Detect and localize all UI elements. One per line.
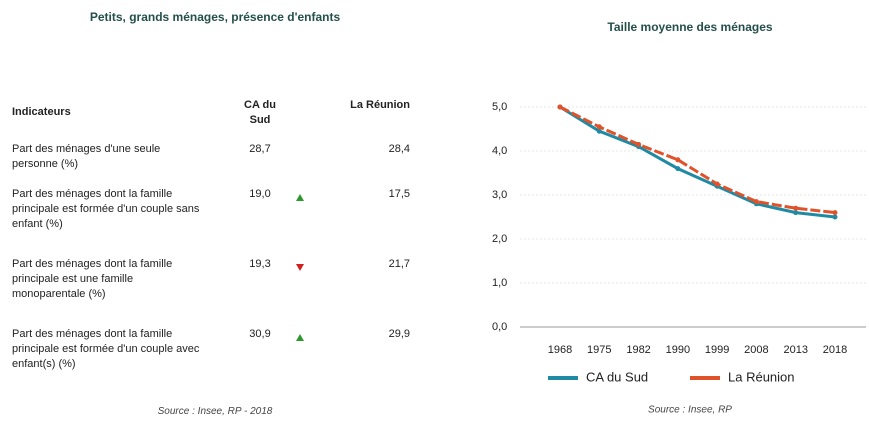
x-tick-label: 2008 [744, 344, 768, 356]
up-arrow [296, 334, 304, 341]
row-value: 19,0 [249, 188, 271, 200]
point [832, 210, 838, 216]
y-tick-label: 3,0 [492, 189, 507, 201]
row-value: 19,3 [249, 258, 271, 270]
row-value: 17,5 [388, 188, 410, 200]
point [636, 141, 642, 147]
point [714, 181, 720, 187]
point [596, 128, 602, 134]
series-line [559, 105, 836, 219]
x-tick-label: 1975 [587, 344, 611, 356]
x-tick-label: 1982 [626, 344, 650, 356]
x-tick-label: 2018 [823, 344, 847, 356]
row-value: 28,7 [249, 143, 271, 155]
row-value: 29,9 [388, 328, 410, 340]
down-arrow [296, 264, 304, 271]
y-tick-label: 2,0 [492, 233, 507, 245]
x-tick-label: 1968 [548, 344, 572, 356]
header-cell: Indicateurs [12, 106, 71, 118]
table-title: Petits, grands ménages, présence d'enfan… [89, 10, 341, 24]
legend-label: CA du Sud [586, 369, 648, 384]
series-line [559, 105, 836, 215]
chart-title: Taille moyenne des ménages [607, 20, 773, 34]
y-tick-label: 5,0 [492, 101, 507, 113]
point [675, 157, 681, 163]
x-tick-label: 1999 [705, 344, 729, 356]
chart-source: Source : Insee, RP [648, 405, 732, 416]
x-tick-label: 1990 [666, 344, 690, 356]
x-tick-label: 2013 [783, 344, 807, 356]
y-tick-label: 1,0 [492, 277, 507, 289]
table-source: Source : Insee, RP - 2018 [157, 406, 273, 417]
point [557, 104, 563, 110]
row-value: 30,9 [249, 328, 271, 340]
row-value: 21,7 [388, 258, 410, 270]
legend-label: La Réunion [728, 369, 795, 384]
y-tick-label: 4,0 [492, 145, 507, 157]
point [596, 124, 602, 130]
point [793, 210, 799, 216]
up-arrow [296, 194, 304, 201]
row-label: Part des ménages dont la famille princip… [12, 328, 200, 370]
row-value: 28,4 [388, 143, 410, 155]
row-label: Part des ménages dont la famille princip… [12, 188, 200, 230]
point [675, 166, 681, 172]
point [753, 199, 759, 205]
row-label: Part des ménages d'une seule personne (%… [12, 143, 161, 170]
point [793, 205, 799, 211]
header-cell: CA du Sud [244, 99, 276, 126]
y-tick-label: 0,0 [492, 321, 507, 333]
point [832, 214, 838, 220]
row-label: Part des ménages dont la famille princip… [12, 258, 173, 300]
header-cell: La Réunion [350, 99, 410, 111]
